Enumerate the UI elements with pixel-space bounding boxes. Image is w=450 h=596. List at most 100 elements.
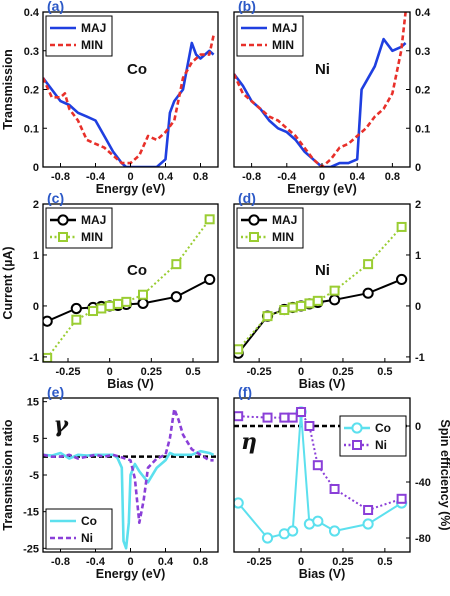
x-tick-label: 0 xyxy=(127,171,133,183)
data-point xyxy=(138,289,148,300)
panel-d: -0.25 0 0.25 0.5 -1 0 1 2 Bias (V) (d) Ni MAJ MIN xyxy=(233,190,425,391)
y-tick-label: 0.4 xyxy=(24,7,40,19)
x-tick-label: -0.8 xyxy=(51,556,70,568)
y-tick-label: 1 xyxy=(415,250,421,262)
data-point xyxy=(204,273,216,286)
y-tick-label: -1 xyxy=(415,352,425,364)
data-point xyxy=(312,515,324,527)
data-point xyxy=(96,303,107,314)
panel-annotation: Co xyxy=(127,262,147,279)
data-point xyxy=(287,302,298,313)
y-tick-label: -25 xyxy=(23,543,39,555)
data-point xyxy=(70,302,82,315)
data-point xyxy=(71,314,82,325)
series-line xyxy=(43,407,214,525)
x-axis-label: Energy (eV) xyxy=(96,182,165,196)
series-maj xyxy=(234,273,408,359)
plot-frame xyxy=(42,203,219,363)
data-point xyxy=(104,300,115,311)
x-tick-label: 0.8 xyxy=(193,556,208,568)
panel-label: (b) xyxy=(238,0,256,14)
panel-label: (a) xyxy=(47,0,64,14)
legend-marker xyxy=(249,232,259,242)
legend-box xyxy=(45,508,113,550)
series-line xyxy=(238,411,402,511)
series-line xyxy=(237,411,403,539)
x-axis-label: Bias (V) xyxy=(107,377,154,391)
y-tick-label: 0.4 xyxy=(415,7,431,19)
y-tick-label: 0 xyxy=(415,162,421,174)
data-point xyxy=(304,421,315,431)
x-tick-label: 0 xyxy=(298,366,304,378)
x-tick-label: 0.4 xyxy=(158,171,174,183)
legend-label: Co xyxy=(81,514,97,528)
legend-label: Co xyxy=(375,421,391,435)
panel-label: (c) xyxy=(47,190,64,206)
x-tick-label: 0.4 xyxy=(350,171,366,183)
series-line xyxy=(43,35,215,165)
series-line xyxy=(234,12,407,167)
y-tick-label: 0.2 xyxy=(415,85,430,97)
panel-annotation: Ni xyxy=(315,61,330,78)
y-tick-label: 15 xyxy=(27,397,39,409)
series-line xyxy=(234,37,407,167)
y-tick-label: -15 xyxy=(23,507,39,519)
data-point xyxy=(329,484,340,494)
data-point xyxy=(262,311,273,322)
series-min xyxy=(234,12,407,167)
legend-box xyxy=(45,15,113,57)
y-axis-label: Transmission xyxy=(1,49,15,130)
series-co xyxy=(43,449,215,550)
legend: Co Ni xyxy=(45,508,113,550)
data-point xyxy=(262,412,273,423)
y-tick-label: 0.1 xyxy=(415,123,430,135)
legend: Co Ni xyxy=(339,415,407,457)
data-point xyxy=(279,412,290,423)
data-point xyxy=(261,532,274,544)
x-tick-label: 0.8 xyxy=(193,171,208,183)
x-tick-label: 0.5 xyxy=(377,366,392,378)
data-point xyxy=(363,505,374,515)
legend: MAJ MIN xyxy=(236,15,304,57)
y-tick-label: 0 xyxy=(33,301,39,313)
y-tick-label: 0.2 xyxy=(24,85,39,97)
data-point xyxy=(312,295,323,306)
plot-frame xyxy=(233,397,411,553)
panel-c: -0.25 0 0.25 0.5 -1 0 1 2 Bias (V) Current (µA) (c… xyxy=(1,190,219,391)
legend-label: Ni xyxy=(81,531,93,545)
x-tick-label: 0.25 xyxy=(141,366,162,378)
legend-marker xyxy=(58,232,68,242)
y-tick-label: 0.3 xyxy=(24,46,39,58)
data-point xyxy=(328,525,341,537)
series-ni xyxy=(234,407,407,515)
y-tick-label: 0.1 xyxy=(24,123,39,135)
x-tick-label: -0.8 xyxy=(51,171,70,183)
x-tick-label: 0.4 xyxy=(158,556,174,568)
x-tick-label: -0.4 xyxy=(86,556,106,568)
data-point xyxy=(171,259,182,270)
data-point xyxy=(234,411,244,422)
series-min xyxy=(234,221,407,355)
panel-annotation: η xyxy=(241,429,257,455)
legend-label: MAJ xyxy=(272,213,297,227)
series-ni xyxy=(43,407,214,525)
data-point xyxy=(113,298,123,309)
data-point xyxy=(362,518,374,530)
data-point xyxy=(43,315,53,327)
x-tick-label: 0.8 xyxy=(385,171,400,183)
legend-label: MAJ xyxy=(81,213,106,227)
y-tick-label: 0 xyxy=(415,421,421,433)
legend-label: MIN xyxy=(81,230,103,244)
y-tick-label: -1 xyxy=(29,352,39,364)
legend: MAJ MIN xyxy=(45,207,113,249)
panel-label: (e) xyxy=(47,384,64,400)
y-tick-label: 5 xyxy=(33,433,39,445)
legend-box xyxy=(339,415,407,457)
data-point xyxy=(204,214,215,225)
panel-annotation: Ni xyxy=(315,262,330,279)
data-point xyxy=(287,412,298,423)
legend-label: MIN xyxy=(81,38,103,52)
data-point xyxy=(234,497,244,509)
